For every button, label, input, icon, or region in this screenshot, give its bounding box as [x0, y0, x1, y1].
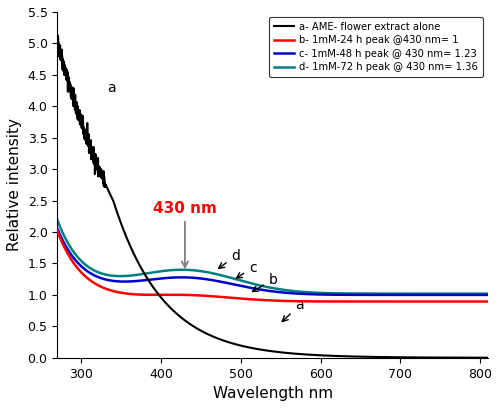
c- 1mM-48 h peak @ 430 nm= 1.23: [129, 279, 135, 284]
c- 1mM-48 h peak @ 430 nm= 1.23: [54, 226, 60, 231]
b- 1mM-24 h peak @430 nm= 1: [485, 299, 491, 304]
c- 1mM-48 h peak @ 430 nm= 1.23: [485, 293, 491, 297]
b- 1mM-24 h peak @430 nm= 1: [477, 299, 483, 304]
c- 1mM-48 h peak @ 430 nm= 1.23: [238, 284, 244, 288]
b- 1mM-24 h peak @430 nm= 1: [238, 296, 244, 301]
d- 1mM-72 h peak @ 430 nm= 1.36: [430, 291, 436, 296]
b- 1mM-24 h peak @430 nm= 1: [54, 228, 60, 233]
Text: d: d: [218, 249, 240, 268]
Line: d- 1mM-72 h peak @ 430 nm= 1.36: d- 1mM-72 h peak @ 430 nm= 1.36: [57, 220, 488, 294]
b- 1mM-24 h peak @430 nm= 1: [104, 286, 110, 291]
d- 1mM-72 h peak @ 430 nm= 1.36: [54, 217, 60, 222]
Text: b: b: [252, 273, 278, 291]
d- 1mM-72 h peak @ 430 nm= 1.36: [477, 291, 483, 296]
c- 1mM-48 h peak @ 430 nm= 1.23: [220, 279, 226, 284]
a- AME- flower extract alone: [54, 33, 60, 38]
a- AME- flower extract alone: [238, 343, 244, 348]
c- 1mM-48 h peak @ 430 nm= 1.23: [430, 293, 436, 297]
Text: c: c: [236, 261, 256, 278]
a- AME- flower extract alone: [104, 184, 110, 189]
a- AME- flower extract alone: [430, 355, 436, 360]
c- 1mM-48 h peak @ 430 nm= 1.23: [477, 293, 483, 297]
d- 1mM-72 h peak @ 430 nm= 1.36: [238, 278, 244, 283]
Line: b- 1mM-24 h peak @430 nm= 1: b- 1mM-24 h peak @430 nm= 1: [57, 231, 488, 302]
Y-axis label: Relative intensity: Relative intensity: [7, 118, 22, 251]
d- 1mM-72 h peak @ 430 nm= 1.36: [104, 272, 110, 277]
c- 1mM-48 h peak @ 430 nm= 1.23: [104, 277, 110, 282]
Line: a- AME- flower extract alone: a- AME- flower extract alone: [57, 35, 488, 358]
Line: c- 1mM-48 h peak @ 430 nm= 1.23: c- 1mM-48 h peak @ 430 nm= 1.23: [57, 228, 488, 295]
d- 1mM-72 h peak @ 430 nm= 1.36: [220, 273, 226, 278]
X-axis label: Wavelength nm: Wavelength nm: [212, 386, 333, 401]
Text: a: a: [108, 82, 116, 95]
a- AME- flower extract alone: [129, 248, 135, 253]
a- AME- flower extract alone: [477, 355, 483, 360]
b- 1mM-24 h peak @430 nm= 1: [129, 292, 135, 297]
b- 1mM-24 h peak @430 nm= 1: [220, 295, 226, 299]
a- AME- flower extract alone: [54, 36, 60, 41]
b- 1mM-24 h peak @430 nm= 1: [430, 299, 436, 304]
a- AME- flower extract alone: [485, 355, 491, 360]
d- 1mM-72 h peak @ 430 nm= 1.36: [129, 273, 135, 278]
Text: a: a: [282, 298, 304, 322]
a- AME- flower extract alone: [220, 338, 226, 343]
Legend: a- AME- flower extract alone, b- 1mM-24 h peak @430 nm= 1, c- 1mM-48 h peak @ 43: a- AME- flower extract alone, b- 1mM-24 …: [270, 17, 483, 78]
d- 1mM-72 h peak @ 430 nm= 1.36: [485, 291, 491, 296]
Text: 430 nm: 430 nm: [153, 201, 217, 268]
